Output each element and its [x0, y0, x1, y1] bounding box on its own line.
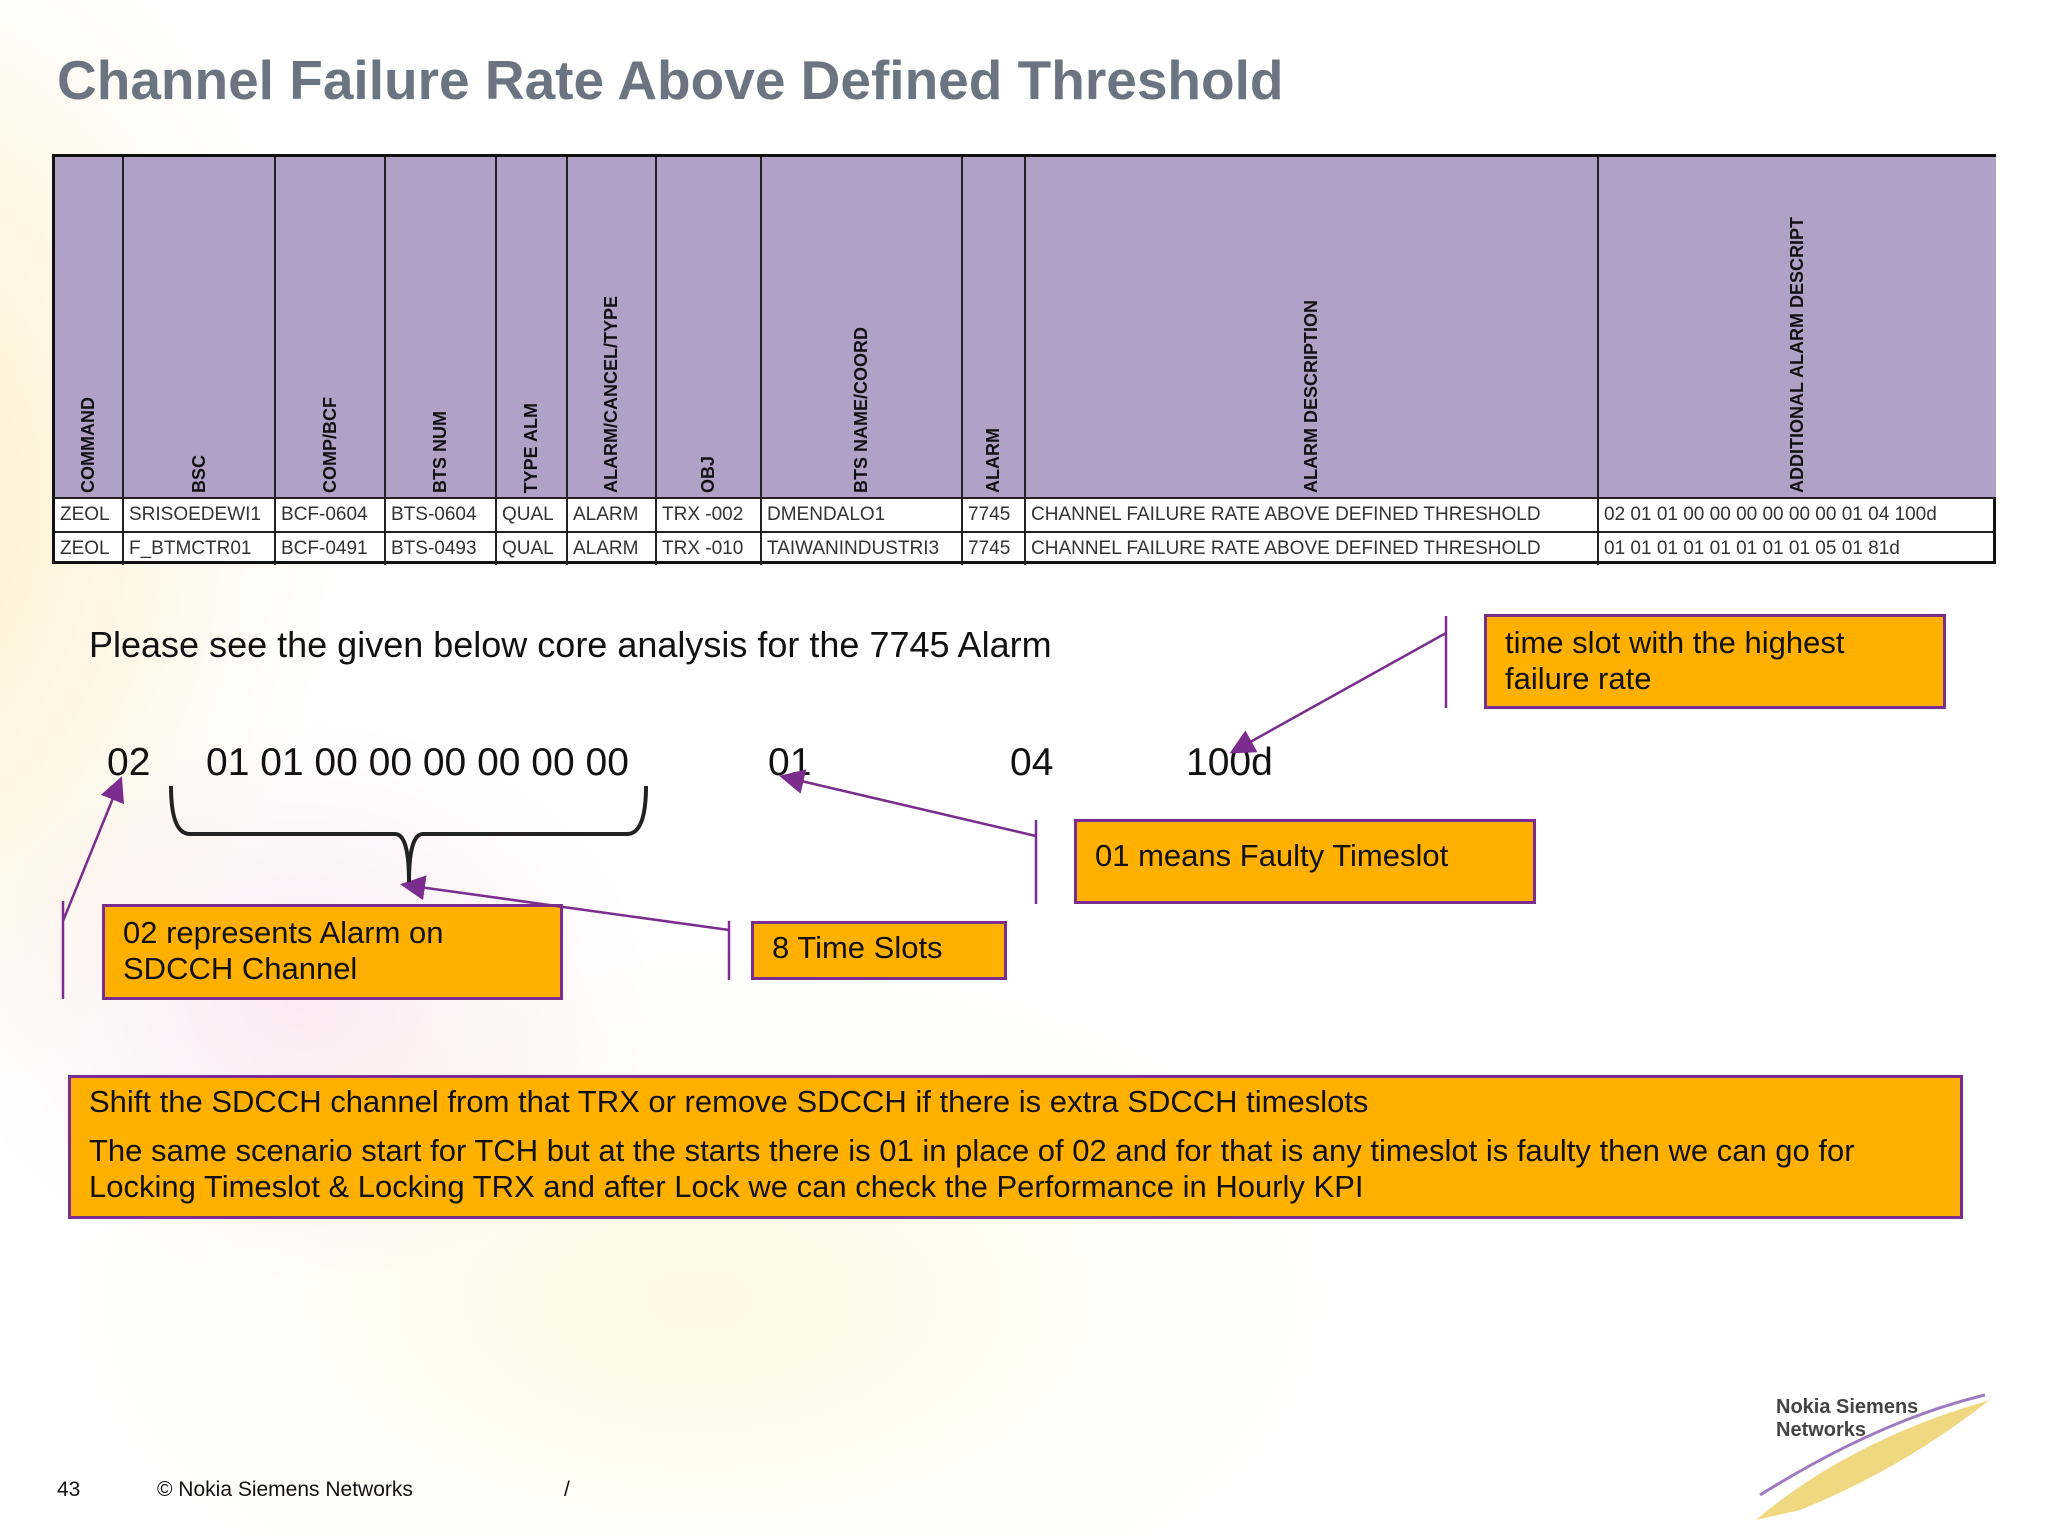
- code-part: 100d: [1186, 741, 1273, 784]
- table-cell: 02 01 01 00 00 00 00 00 00 01 04 100d: [1599, 497, 1996, 531]
- table-cell: TAIWANINDUSTRI3: [762, 531, 963, 565]
- table-cell: ALARM: [568, 531, 657, 565]
- column-header: COMP/BCF: [276, 157, 386, 497]
- table-cell: F_BTMCTR01: [124, 531, 276, 565]
- table-cell: QUAL: [497, 531, 568, 565]
- logo: Nokia Siemens Networks: [1776, 1396, 1918, 1442]
- arrow: [61, 776, 125, 922]
- table-cell: QUAL: [497, 497, 568, 531]
- callout: 01 means Faulty Timeslot: [1074, 819, 1536, 904]
- table-cell: BCF-0491: [276, 531, 386, 565]
- column-header: TYPE ALM: [497, 157, 568, 497]
- arrow: [779, 769, 1037, 838]
- table-cell: BTS-0604: [386, 497, 497, 531]
- code-part: 04: [1010, 741, 1054, 784]
- table-cell: SRISOEDEWI1: [124, 497, 276, 531]
- logo-line: Nokia Siemens: [1776, 1396, 1919, 1418]
- arrow: [1229, 631, 1447, 754]
- copyright: © Nokia Siemens Networks: [157, 1478, 413, 1501]
- alarm-table: COMMAND BSC COMP/BCF BTS NUM TYPE ALM ALARM/C…: [52, 154, 1996, 565]
- table-cell: CHANNEL FAILURE RATE ABOVE DEFINED THRES…: [1026, 531, 1599, 565]
- note-box: Shift the SDCCH channel from that TRX or…: [68, 1075, 1963, 1219]
- note-paragraph: Shift the SDCCH channel from that TRX or…: [89, 1084, 1369, 1119]
- note-paragraph: The same scenario start for TCH but at t…: [89, 1133, 1855, 1204]
- callout: 02 represents Alarm on SDCCH Channel: [102, 904, 563, 1000]
- column-header: ALARM/CANCEL/TYPE: [568, 157, 657, 497]
- callout: time slot with the highest failure rate: [1484, 614, 1946, 709]
- analysis-intro: Please see the given below core analysis…: [89, 624, 1052, 665]
- column-header: ALARM DESCRIPTION: [1026, 157, 1599, 497]
- column-header: BTS NUM: [386, 157, 497, 497]
- table-cell: TRX -010: [657, 531, 762, 565]
- slide-title: Channel Failure Rate Above Defined Thres…: [57, 49, 1284, 111]
- table-cell: ALARM: [568, 497, 657, 531]
- brace: [169, 785, 648, 883]
- column-header: ALARM: [963, 157, 1026, 497]
- page-number: 43: [57, 1478, 81, 1501]
- table-cell: DMENDALO1: [762, 497, 963, 531]
- code-part: 01 01 00 00 00 00 00 00: [206, 741, 629, 784]
- table-cell: 7745: [963, 497, 1026, 531]
- callout: 8 Time Slots: [751, 921, 1007, 980]
- table-cell: BCF-0604: [276, 497, 386, 531]
- separator: /: [564, 1478, 570, 1501]
- column-header: COMMAND: [55, 157, 124, 497]
- column-header: ADDITIONAL ALARM DESCRIPT: [1599, 157, 1996, 497]
- logo-line: Networks: [1776, 1419, 1867, 1441]
- arrow: [400, 875, 730, 932]
- column-header: BSC: [124, 157, 276, 497]
- table-cell: CHANNEL FAILURE RATE ABOVE DEFINED THRES…: [1026, 497, 1599, 531]
- table-cell: 01 01 01 01 01 01 01 01 05 01 81d: [1599, 531, 1996, 565]
- table-cell: BTS-0493: [386, 531, 497, 565]
- table-cell: ZEOL: [55, 531, 124, 565]
- column-header: OBJ: [657, 157, 762, 497]
- table-cell: TRX -002: [657, 497, 762, 531]
- column-header: BTS NAME/COORD: [762, 157, 963, 497]
- table-cell: ZEOL: [55, 497, 124, 531]
- table-cell: 7745: [963, 531, 1026, 565]
- logo-swoosh: [1756, 1400, 1990, 1520]
- logo-swoosh: [1759, 1393, 1986, 1497]
